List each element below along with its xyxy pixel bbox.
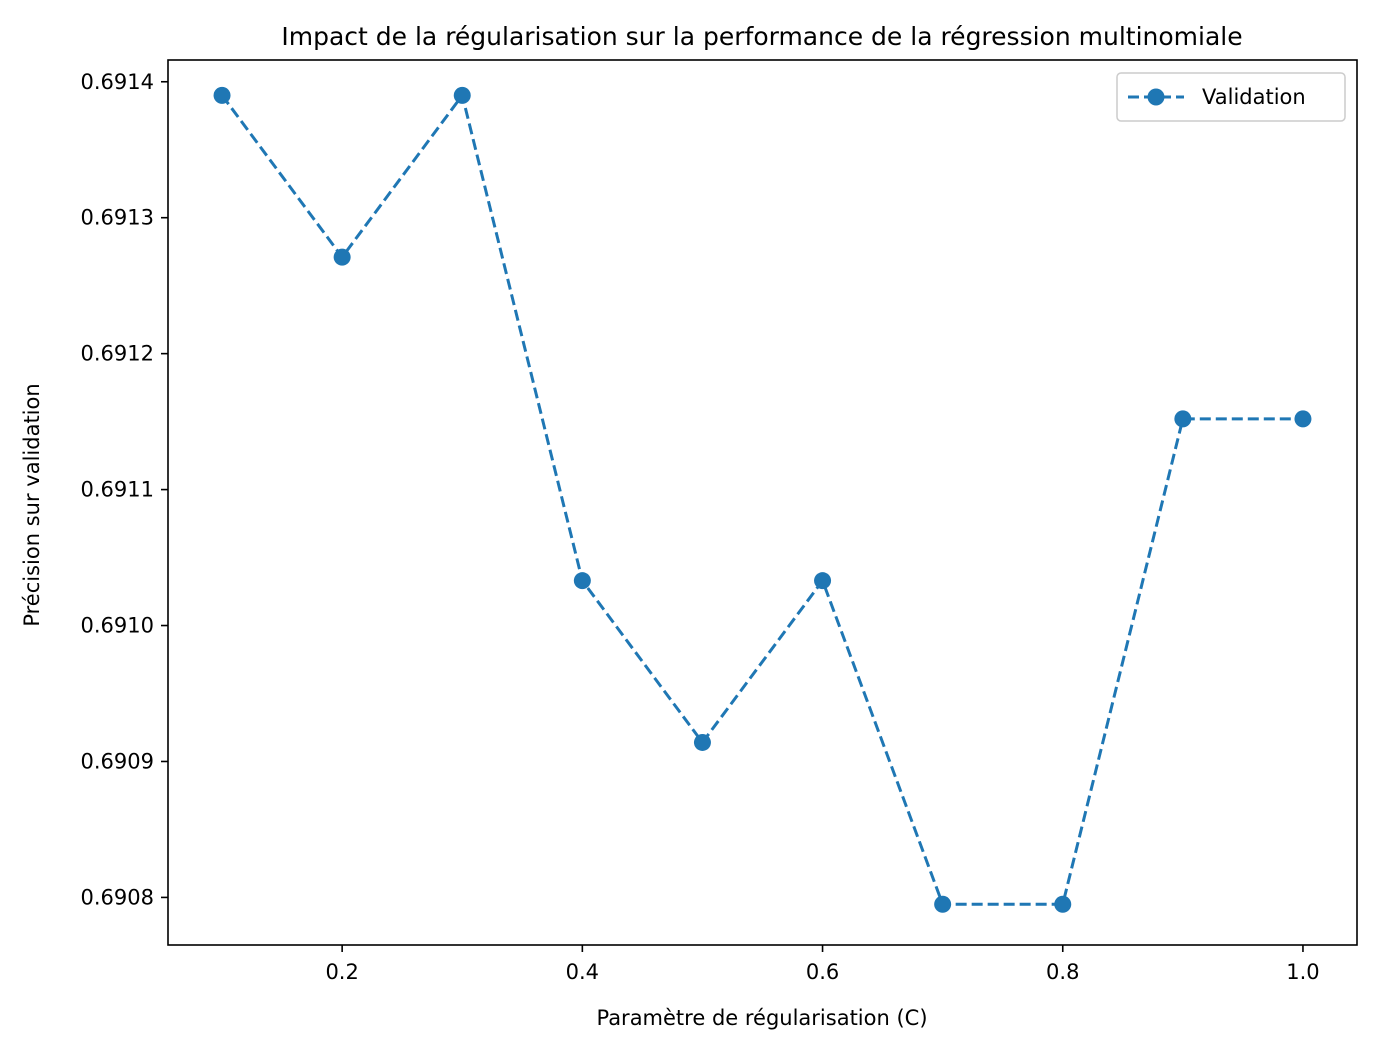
series-line-validation xyxy=(220,93,1303,906)
y-tick-label: 0.6910 xyxy=(81,614,154,638)
plot-frame xyxy=(167,59,1358,946)
data-point xyxy=(573,572,591,590)
y-tick-label: 0.6912 xyxy=(81,342,154,366)
x-axis-label: Paramètre de régularisation (C) xyxy=(596,1006,927,1030)
y-axis-label: Précision sur validation xyxy=(20,383,44,626)
data-point xyxy=(1054,895,1072,913)
data-point xyxy=(1294,410,1312,428)
legend: Validation xyxy=(1116,72,1346,122)
data-point xyxy=(453,86,471,104)
y-tick-label: 0.6914 xyxy=(81,70,154,94)
legend-marker-sample xyxy=(1147,88,1165,106)
x-tick-label: 0.6 xyxy=(806,960,839,984)
data-point xyxy=(333,248,351,266)
data-point xyxy=(213,86,231,104)
y-tick-label: 0.6909 xyxy=(81,749,154,773)
legend-box xyxy=(1116,72,1346,122)
x-tick-label: 0.2 xyxy=(325,960,358,984)
plot-area: 0.2 0.4 0.6 0.8 1.0 0.6908 0.6909 0.6910 0.6911 0… xyxy=(81,59,1358,984)
y-tick-label: 0.6908 xyxy=(81,885,154,909)
x-tick-label: 0.8 xyxy=(1046,960,1079,984)
x-tick-label: 0.4 xyxy=(566,960,599,984)
x-tick-label: 1.0 xyxy=(1286,960,1319,984)
data-point xyxy=(934,895,952,913)
data-point xyxy=(814,572,832,590)
chart-title: Impact de la régularisation sur la perfo… xyxy=(281,22,1242,51)
y-tick-label: 0.6913 xyxy=(81,206,154,230)
y-tick-label: 0.6911 xyxy=(81,478,154,502)
legend-label-validation: Validation xyxy=(1202,85,1306,109)
data-point xyxy=(693,733,711,751)
data-point xyxy=(1174,410,1192,428)
